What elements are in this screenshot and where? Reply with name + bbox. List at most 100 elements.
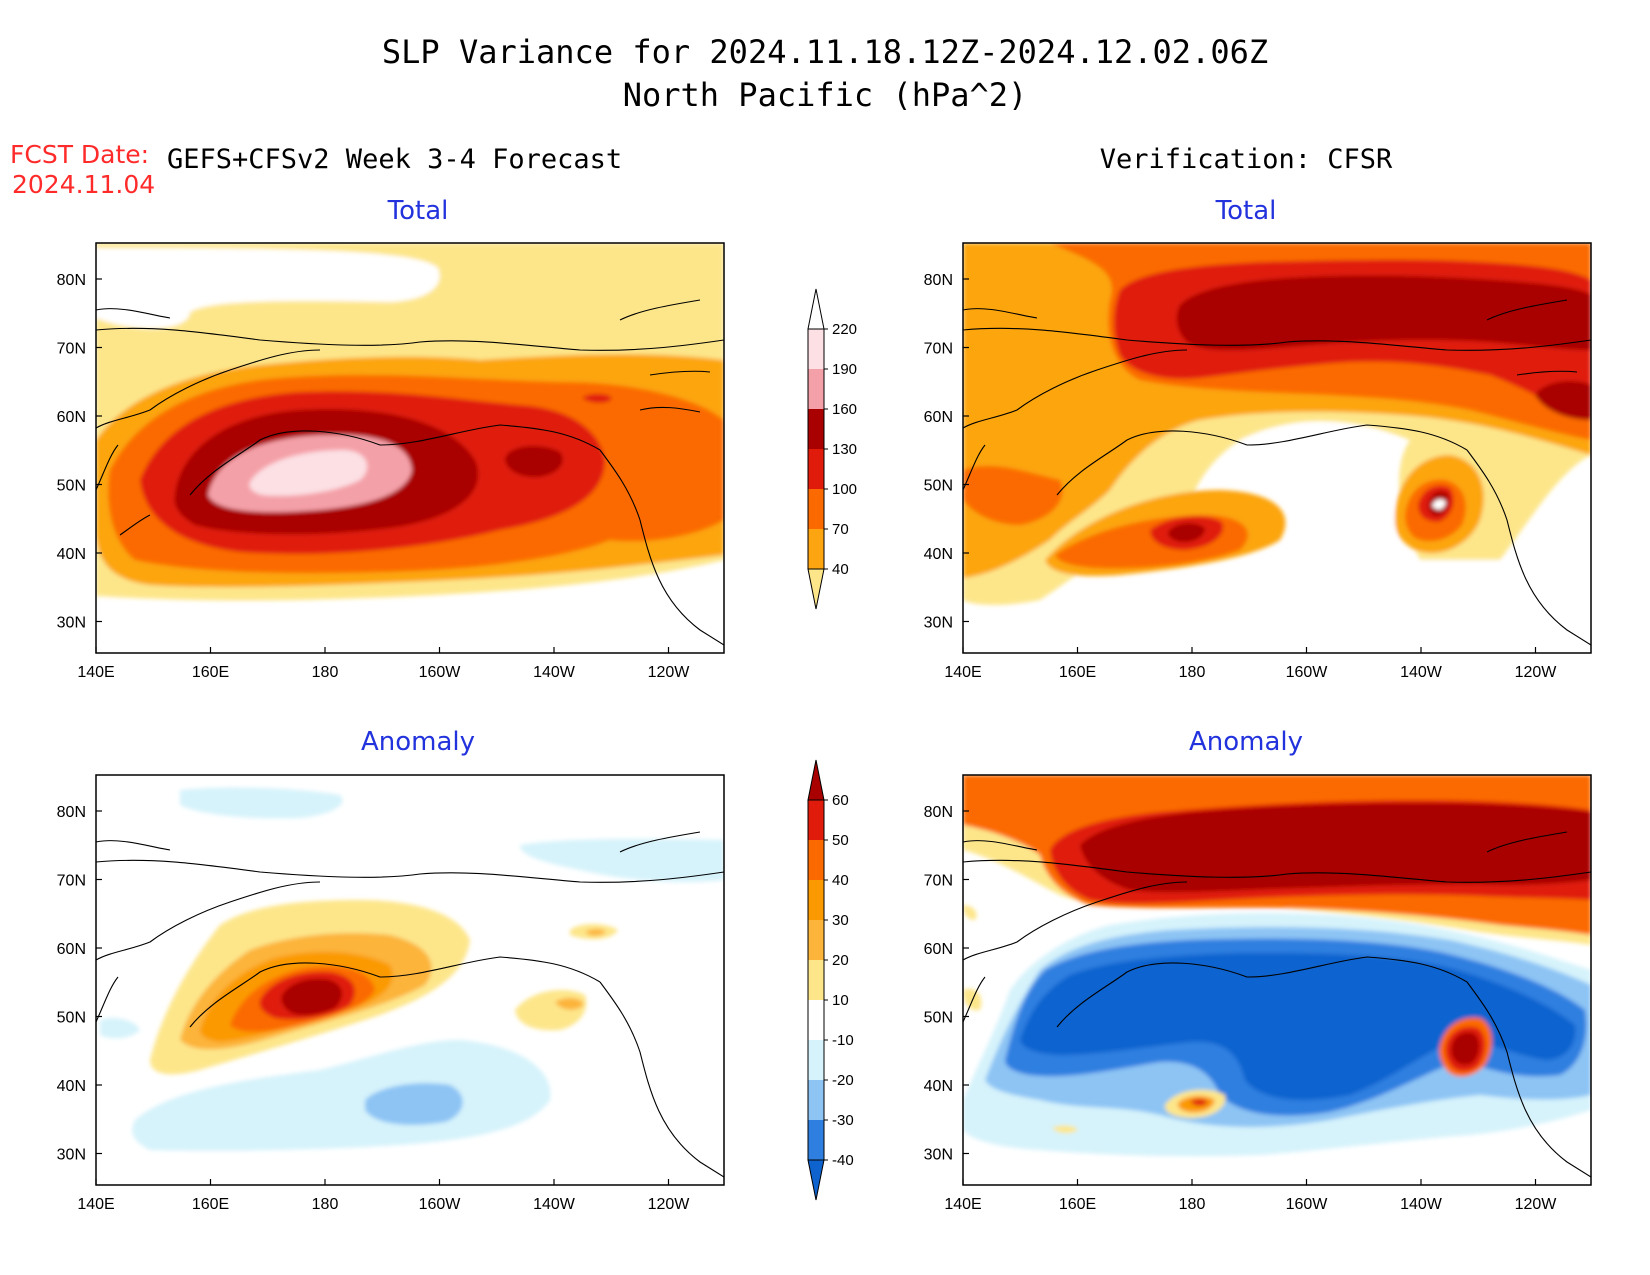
verification-heading: Verification: CFSR xyxy=(1100,144,1393,175)
lat-tick-label: 50N xyxy=(924,1010,953,1027)
lon-tick-label: 120W xyxy=(648,664,691,681)
lon-tick-label: 140E xyxy=(77,664,114,681)
colorbar-anomaly-segment xyxy=(808,840,824,880)
colorbar-total-label: 220 xyxy=(832,321,857,338)
colorbar-anomaly-label: -10 xyxy=(832,1032,854,1049)
lon-tick-label: 180 xyxy=(1179,664,1206,681)
colorbar-anomaly-top-triangle xyxy=(807,759,825,801)
colorbar-total-segment xyxy=(808,449,824,489)
lat-tick-label: 60N xyxy=(924,409,953,426)
lon-tick-label: 140W xyxy=(533,664,576,681)
colorbar-anomaly-label: 10 xyxy=(832,992,849,1009)
forecast-anomaly-frame xyxy=(95,774,725,1186)
lon-tick-label: 160W xyxy=(1286,664,1329,681)
lat-tick-label: 30N xyxy=(924,615,953,632)
verification-total-frame xyxy=(962,242,1592,654)
lat-tick-label: 30N xyxy=(924,1147,953,1164)
lat-tick-label: 80N xyxy=(57,804,86,821)
fcst-date-value: 2024.11.04 xyxy=(12,170,155,199)
lat-tick-label: 70N xyxy=(57,873,86,890)
lat-tick-label: 80N xyxy=(57,272,86,289)
forecast-anomaly-map xyxy=(95,774,725,1186)
lon-tick-label: 140E xyxy=(77,1196,114,1213)
lat-tick-label: 30N xyxy=(57,615,86,632)
lat-tick-label: 40N xyxy=(57,546,86,563)
lat-tick-label: 60N xyxy=(57,941,86,958)
lon-tick-label: 160W xyxy=(1286,1196,1329,1213)
lat-tick-label: 30N xyxy=(57,1147,86,1164)
forecast-total-frame xyxy=(95,242,725,654)
panel-title-forecast-anomaly: Anomaly xyxy=(361,727,475,757)
lat-tick-label: 60N xyxy=(924,941,953,958)
colorbar-total-segment xyxy=(808,329,824,369)
colorbar-anomaly-label: 20 xyxy=(832,952,849,969)
lat-tick-label: 70N xyxy=(57,341,86,358)
lon-tick-label: 140E xyxy=(944,1196,981,1213)
panel-title-verification-anomaly: Anomaly xyxy=(1189,727,1303,757)
lon-tick-label: 160E xyxy=(192,1196,229,1213)
lat-tick-label: 70N xyxy=(924,341,953,358)
colorbar-total-segment xyxy=(808,409,824,449)
lon-tick-label: 160E xyxy=(192,664,229,681)
colorbar-anomaly-bottom-triangle xyxy=(807,1159,825,1201)
colorbar-anomaly-label: -30 xyxy=(832,1112,854,1129)
lat-tick-label: 40N xyxy=(924,546,953,563)
colorbar-total-top-triangle xyxy=(807,288,825,330)
colorbar-anomaly-label: 40 xyxy=(832,872,849,889)
lon-tick-label: 180 xyxy=(312,1196,339,1213)
colorbar-anomaly-label: 50 xyxy=(832,832,849,849)
lat-tick-label: 60N xyxy=(57,409,86,426)
colorbar-total-segment xyxy=(808,489,824,529)
colorbar-total-label: 160 xyxy=(832,401,857,418)
lon-tick-label: 140W xyxy=(533,1196,576,1213)
lat-tick-label: 40N xyxy=(924,1078,953,1095)
verification-anomaly-map xyxy=(962,774,1592,1186)
lat-tick-label: 50N xyxy=(57,478,86,495)
forecast-total-map xyxy=(95,242,725,654)
verification-total-map xyxy=(962,242,1592,654)
colorbar-anomaly-segment xyxy=(808,1040,824,1080)
lon-tick-label: 180 xyxy=(312,664,339,681)
colorbar-anomaly-segment xyxy=(808,920,824,960)
forecast-heading: GEFS+CFSv2 Week 3-4 Forecast xyxy=(167,144,622,175)
colorbar-anomaly-segment xyxy=(808,960,824,1000)
lon-tick-label: 160W xyxy=(419,664,462,681)
lon-tick-label: 160E xyxy=(1059,664,1096,681)
lon-tick-label: 160E xyxy=(1059,1196,1096,1213)
panel-title-forecast-total: Total xyxy=(387,196,449,226)
lon-tick-label: 120W xyxy=(1515,664,1558,681)
colorbar-anomaly: -40 -30 -20 -10 10 20 30 40 50 60 xyxy=(807,759,854,1201)
axes-layer: 140E 160E 180 160W 140W 120W 80N 70N 60N 50N 40N 30… xyxy=(57,272,1558,1213)
fcst-date-label: FCST Date: xyxy=(10,140,149,169)
colorbar-total-label: 100 xyxy=(832,481,857,498)
lon-tick-label: 120W xyxy=(648,1196,691,1213)
colorbar-total: 40 70 100 130 160 190 220 xyxy=(807,288,857,610)
colorbar-anomaly-segment xyxy=(808,880,824,920)
lat-tick-label: 40N xyxy=(57,1078,86,1095)
lat-tick-label: 50N xyxy=(924,478,953,495)
panel-title-verification-total: Total xyxy=(1215,196,1277,226)
lat-tick-label: 50N xyxy=(57,1010,86,1027)
colorbar-anomaly-label: -40 xyxy=(832,1152,854,1169)
colorbar-anomaly-segment xyxy=(808,1080,824,1120)
colorbar-total-label: 130 xyxy=(832,441,857,458)
title-line-2: North Pacific (hPa^2) xyxy=(623,76,1028,114)
lon-tick-label: 160W xyxy=(419,1196,462,1213)
colorbar-total-label: 70 xyxy=(832,521,849,538)
lat-tick-label: 80N xyxy=(924,272,953,289)
lat-tick-label: 80N xyxy=(924,804,953,821)
colorbar-anomaly-label: -20 xyxy=(832,1072,854,1089)
colorbar-anomaly-label: 60 xyxy=(832,792,849,809)
colorbar-total-bottom-triangle xyxy=(807,568,825,610)
lon-tick-label: 120W xyxy=(1515,1196,1558,1213)
lat-tick-label: 70N xyxy=(924,873,953,890)
colorbar-total-segment xyxy=(808,529,824,569)
colorbar-total-segment xyxy=(808,369,824,409)
colorbar-total-label: 190 xyxy=(832,361,857,378)
lon-tick-label: 140W xyxy=(1400,664,1443,681)
colorbar-anomaly-segment xyxy=(808,800,824,840)
verification-anomaly-frame xyxy=(962,774,1592,1186)
colorbar-anomaly-segment xyxy=(808,1000,824,1040)
colorbar-total-label: 40 xyxy=(832,561,849,578)
title-line-1: SLP Variance for 2024.11.18.12Z-2024.12.… xyxy=(382,33,1268,71)
